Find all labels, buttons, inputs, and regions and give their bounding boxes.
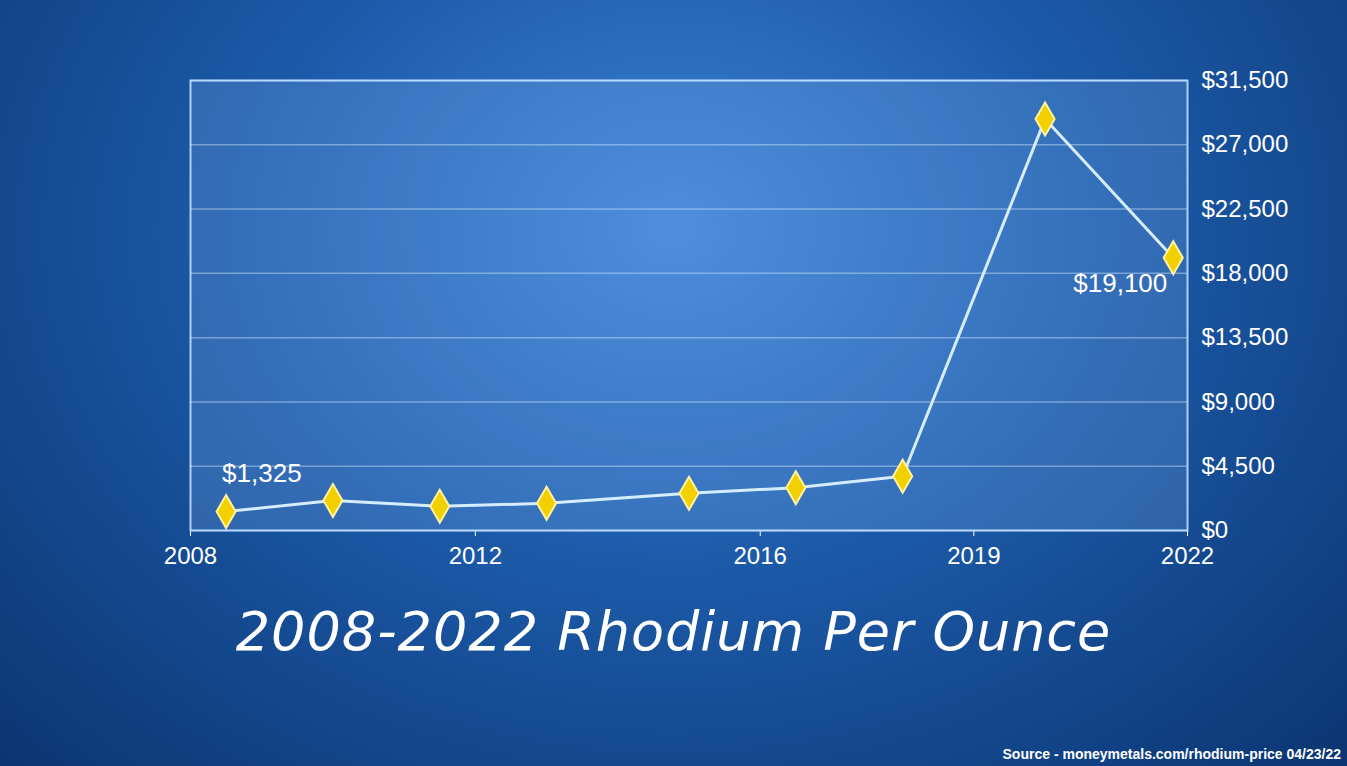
html-text:Source - moneymetals.com/rhodi: Source - moneymetals.com/rhodium-price 0…: [1002, 746, 1341, 762]
svg-text:$18,000: $18,000: [1202, 259, 1289, 286]
svg-text:2016: 2016: [734, 542, 787, 569]
svg-text:$31,500: $31,500: [1202, 66, 1289, 93]
svg-text:2008: 2008: [164, 542, 217, 569]
svg-text:$9,000: $9,000: [1202, 388, 1275, 415]
svg-text:$19,100: $19,100: [1073, 268, 1167, 298]
svg-text:$27,000: $27,000: [1202, 130, 1289, 157]
svg-text:$0: $0: [1202, 516, 1229, 543]
svg-text:$4,500: $4,500: [1202, 452, 1275, 479]
svg-text:2012: 2012: [449, 542, 502, 569]
svg-text:2019: 2019: [947, 542, 1000, 569]
svg-text:$22,500: $22,500: [1202, 195, 1289, 222]
svg-text:$1,325: $1,325: [222, 458, 302, 488]
svg-text:2022: 2022: [1161, 542, 1214, 569]
svg-text:$13,500: $13,500: [1202, 323, 1289, 350]
html-text:2008-2022 Rhodium Per Ounce: 2008-2022 Rhodium Per Ounce: [235, 600, 1112, 663]
